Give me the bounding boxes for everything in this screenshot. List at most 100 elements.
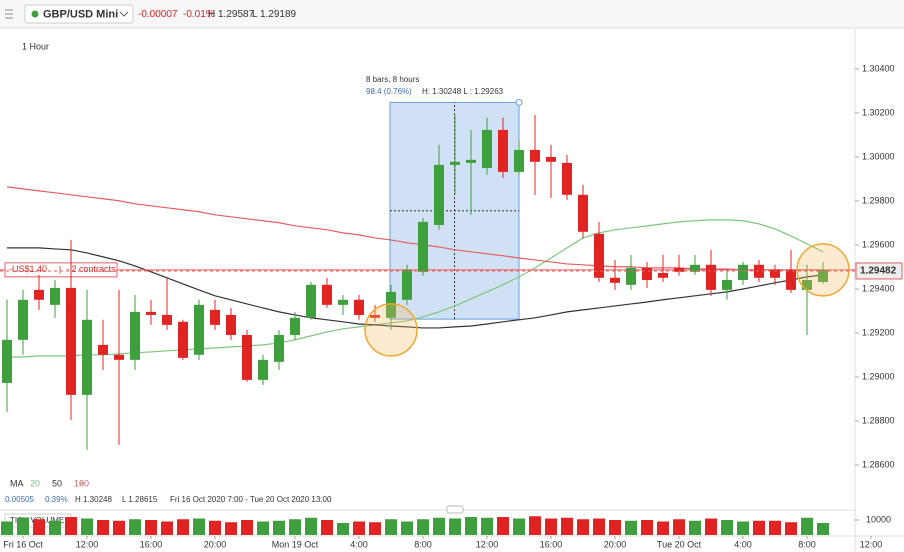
x-tick-label: Fri 16 Oct [3, 539, 43, 549]
candle-body [98, 344, 108, 355]
panel-resize-handle[interactable] [446, 505, 464, 514]
ma-line [6, 186, 823, 271]
volume-bar [273, 520, 285, 535]
current-price-box [855, 262, 903, 280]
volume-bar [657, 521, 669, 535]
x-tick-label: Tue 20 Oct [657, 539, 702, 549]
candle-body [706, 264, 716, 290]
candle-body [450, 161, 460, 165]
candle-body [178, 321, 188, 358]
candle-body [18, 299, 28, 340]
low-label: L 1.29189 [252, 9, 297, 20]
volume-bar [385, 519, 397, 535]
volume-bar [193, 518, 205, 535]
volume-bar [721, 520, 733, 535]
x-tick-label: 8:00 [798, 539, 816, 549]
volume-bar [609, 520, 621, 535]
volume-bar [241, 520, 253, 535]
y-tick-label: 1.30000 [862, 151, 895, 161]
volume-bar [161, 521, 173, 535]
x-tick-label: 12:00 [860, 539, 883, 549]
position-contracts: - 2 contracts [66, 264, 116, 274]
candle-body [610, 277, 620, 283]
candle-body [626, 267, 636, 285]
candle-body [306, 284, 316, 318]
x-tick-label: 4:00 [350, 539, 368, 549]
candle-body [226, 314, 236, 335]
volume-bar [177, 519, 189, 535]
candle-body [498, 129, 508, 172]
volume-bar [65, 517, 77, 535]
candle-body [642, 267, 652, 280]
volume-bar [673, 519, 685, 535]
highlight [796, 243, 850, 297]
ma-legend-label: MA [10, 478, 24, 488]
candle-body [2, 339, 12, 383]
timeframe[interactable]: 1 Hour [22, 41, 49, 51]
candle-body [818, 269, 828, 282]
candle-body [386, 291, 396, 318]
candle-body [434, 164, 444, 225]
current-price-label: 1.29482 [860, 266, 897, 277]
x-tick-label: 8:00 [414, 539, 432, 549]
candle-body [354, 299, 364, 315]
candle-body [418, 221, 428, 272]
candle-body [786, 269, 796, 290]
y-tick-label: 1.29200 [862, 327, 895, 337]
candle-body [210, 309, 220, 325]
instrument-select[interactable] [24, 4, 134, 24]
volume-bar [481, 517, 493, 535]
volume-bar [449, 518, 461, 535]
volume-bar [705, 518, 717, 535]
legend-entry: 20 [30, 478, 40, 488]
ma-legend-close[interactable]: × [79, 478, 84, 488]
volume-bar [737, 521, 749, 535]
volume-bar [337, 523, 349, 535]
candle-body [290, 317, 300, 335]
high-label: H 1.29587 [208, 9, 255, 20]
position-box [4, 262, 118, 278]
change: -0.00007 [138, 9, 178, 20]
candle-body [578, 194, 588, 232]
instrument-name[interactable]: GBP/USD Mini [43, 8, 118, 20]
candle-body [130, 311, 140, 360]
volume-bar [49, 520, 61, 535]
candle-body [770, 269, 780, 278]
measure-change: 98.4 (0.76%) [366, 87, 412, 96]
y-tick-label: 1.30400 [862, 63, 895, 73]
position-pnl: -US$1.40 [9, 264, 47, 274]
volume-tick-label: 10000 [866, 514, 891, 524]
y-tick-label: 1.29800 [862, 195, 895, 205]
volume-bar [497, 517, 509, 535]
candle-body [738, 264, 748, 280]
candle-body [114, 354, 124, 360]
volume-bar [1, 521, 13, 535]
candle-body [66, 287, 76, 395]
volume-bar [577, 519, 589, 535]
range-change: 0.00505 [5, 495, 34, 504]
candle-body [546, 156, 556, 162]
candle-body [482, 129, 492, 168]
candle-body [514, 149, 524, 172]
volume-bar [561, 517, 573, 535]
volume-bar [305, 517, 317, 535]
y-tick-label: 1.30200 [862, 107, 895, 117]
y-tick-label: 1.28600 [862, 459, 895, 469]
candle-body [50, 287, 60, 305]
volume-bar [145, 520, 157, 535]
volume-bar [97, 520, 109, 535]
volume-bar [785, 522, 797, 535]
volume-bar [321, 520, 333, 535]
measure-bars: 8 bars, 8 hours [366, 75, 419, 84]
measure-handle [515, 98, 523, 106]
volume-bar [33, 519, 45, 535]
volume-bar [81, 518, 93, 535]
volume-bar [529, 516, 541, 535]
volume-bar [817, 523, 829, 535]
y-tick-label: 1.29400 [862, 283, 895, 293]
ma-line [7, 247, 824, 329]
menu-icon[interactable] [5, 9, 13, 19]
range-change-pct: 0.39% [45, 495, 68, 504]
